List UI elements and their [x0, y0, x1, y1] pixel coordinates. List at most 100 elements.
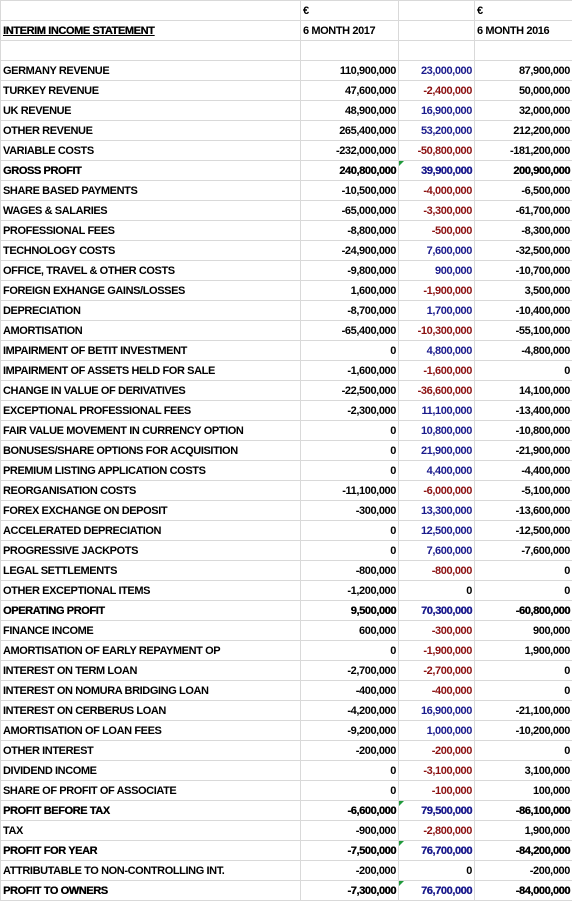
value-2017: 240,800,000	[300, 160, 399, 181]
statement-row: PROFESSIONAL FEES -8,800,000 -500,000 -8,30…	[0, 220, 572, 241]
value-2016: -5,100,000	[474, 480, 572, 501]
variance: 0	[398, 580, 475, 601]
row-label: VARIABLE COSTS	[0, 140, 301, 161]
value-2017: -2,700,000	[300, 660, 399, 681]
statement-row: WAGES & SALARIES -65,000,000 -3,300,000 -61…	[0, 200, 572, 221]
value-2017: 47,600,000	[300, 80, 399, 101]
variance: 16,900,000	[398, 100, 475, 121]
value-2016: 3,500,000	[474, 280, 572, 301]
cell	[398, 20, 475, 41]
header-row: INTERIM INCOME STATEMENT 6 MONTH 2017 6 …	[0, 20, 572, 41]
row-label: INTEREST ON NOMURA BRIDGING LOAN	[0, 680, 301, 701]
column-header: 6 MONTH 2017	[300, 20, 399, 41]
statement-row: DIVIDEND INCOME 0 -3,100,000 3,100,000	[0, 760, 572, 781]
value-2016: -6,500,000	[474, 180, 572, 201]
value-2017: 0	[300, 760, 399, 781]
row-label: FOREIGN EXHANGE GAINS/LOSSES	[0, 280, 301, 301]
statement-row: INTEREST ON TERM LOAN -2,700,000 -2,700,00…	[0, 660, 572, 681]
value-2016: -200,000	[474, 860, 572, 881]
statement-row: CHANGE IN VALUE OF DERIVATIVES -22,500,00…	[0, 380, 572, 401]
value-2017: -400,000	[300, 680, 399, 701]
statement-row: OTHER EXCEPTIONAL ITEMS -1,200,000 0 0	[0, 580, 572, 601]
value-2017: 0	[300, 520, 399, 541]
value-2017: 0	[300, 540, 399, 561]
value-2016: 0	[474, 360, 572, 381]
row-label: IMPAIRMENT OF ASSETS HELD FOR SALE	[0, 360, 301, 381]
value-2017: -11,100,000	[300, 480, 399, 501]
value-2016: 0	[474, 660, 572, 681]
statement-row: GROSS PROFIT 240,800,000 39,900,000 200,900…	[0, 160, 572, 181]
statement-row: FAIR VALUE MOVEMENT IN CURRENCY OPTION 0 1…	[0, 420, 572, 441]
variance: 16,900,000	[398, 700, 475, 721]
statement-row: GERMANY REVENUE 110,900,000 23,000,000 87,9…	[0, 60, 572, 81]
row-label: AMORTISATION	[0, 320, 301, 341]
row-label: OPERATING PROFIT	[0, 600, 301, 621]
value-2016: 14,100,000	[474, 380, 572, 401]
variance: -1,900,000	[398, 280, 475, 301]
value-2016: -61,700,000	[474, 200, 572, 221]
statement-row: IMPAIRMENT OF BETIT INVESTMENT 0 4,800,000…	[0, 340, 572, 361]
value-2017: 600,000	[300, 620, 399, 641]
statement-row: OPERATING PROFIT 9,500,000 70,300,000 -60,8…	[0, 600, 572, 621]
row-label: PREMIUM LISTING APPLICATION COSTS	[0, 460, 301, 481]
row-label: OTHER REVENUE	[0, 120, 301, 141]
variance: 7,600,000	[398, 240, 475, 261]
value-2016: 1,900,000	[474, 640, 572, 661]
value-2017: 0	[300, 460, 399, 481]
row-label: ACCELERATED DEPRECIATION	[0, 520, 301, 541]
statement-row: FINANCE INCOME 600,000 -300,000 900,000	[0, 620, 572, 641]
value-2017: -2,300,000	[300, 400, 399, 421]
statement-row: REORGANISATION COSTS -11,100,000 -6,000,00…	[0, 480, 572, 501]
statement-row: ATTRIBUTABLE TO NON-CONTROLLING INT. -200…	[0, 860, 572, 881]
statement-row: OFFICE, TRAVEL & OTHER COSTS -9,800,000 90…	[0, 260, 572, 281]
variance: 70,300,000	[398, 600, 475, 621]
statement-row: FOREIGN EXHANGE GAINS/LOSSES 1,600,000 -1,…	[0, 280, 572, 301]
row-label: REORGANISATION COSTS	[0, 480, 301, 501]
value-2017: -300,000	[300, 500, 399, 521]
value-2017: -6,600,000	[300, 800, 399, 821]
statement-row: VARIABLE COSTS -232,000,000 -50,800,000 -18…	[0, 140, 572, 161]
statement-row: BONUSES/SHARE OPTIONS FOR ACQUISITION 0 21…	[0, 440, 572, 461]
variance: 21,900,000	[398, 440, 475, 461]
value-2017: -1,200,000	[300, 580, 399, 601]
value-2016: 100,000	[474, 780, 572, 801]
variance: 76,700,000	[398, 880, 475, 901]
blank-row	[0, 40, 572, 61]
row-label: TECHNOLOGY COSTS	[0, 240, 301, 261]
row-label: OTHER EXCEPTIONAL ITEMS	[0, 580, 301, 601]
variance: -2,400,000	[398, 80, 475, 101]
variance: 12,500,000	[398, 520, 475, 541]
statement-row: LEGAL SETTLEMENTS -800,000 -800,000 0	[0, 560, 572, 581]
row-label: BONUSES/SHARE OPTIONS FOR ACQUISITION	[0, 440, 301, 461]
statement-row: INTEREST ON CERBERUS LOAN -4,200,000 16,90…	[0, 700, 572, 721]
variance: 23,000,000	[398, 60, 475, 81]
value-2016: 212,200,000	[474, 120, 572, 141]
currency: €	[474, 0, 572, 21]
value-2017: -900,000	[300, 820, 399, 841]
value-2017: 0	[300, 420, 399, 441]
variance: 76,700,000	[398, 840, 475, 861]
value-2017: -1,600,000	[300, 360, 399, 381]
row-label: PROFIT BEFORE TAX	[0, 800, 301, 821]
statement-row: FOREX EXCHANGE ON DEPOSIT -300,000 13,300,…	[0, 500, 572, 521]
value-2017: 1,600,000	[300, 280, 399, 301]
variance: 4,800,000	[398, 340, 475, 361]
row-label: WAGES & SALARIES	[0, 200, 301, 221]
statement-row: ACCELERATED DEPRECIATION 0 12,500,000 -12,5…	[0, 520, 572, 541]
value-2016: -21,900,000	[474, 440, 572, 461]
header-row: € €	[0, 0, 572, 21]
statement-row: SHARE OF PROFIT OF ASSOCIATE 0 -100,000 100…	[0, 780, 572, 801]
row-label: IMPAIRMENT OF BETIT INVESTMENT	[0, 340, 301, 361]
variance: 79,500,000	[398, 800, 475, 821]
row-label: EXCEPTIONAL PROFESSIONAL FEES	[0, 400, 301, 421]
value-2017: -8,800,000	[300, 220, 399, 241]
value-2016: -32,500,000	[474, 240, 572, 261]
value-2016: -60,800,000	[474, 600, 572, 621]
statement-row: PROGRESSIVE JACKPOTS 0 7,600,000 -7,600,000	[0, 540, 572, 561]
row-label: FINANCE INCOME	[0, 620, 301, 641]
row-label: INTEREST ON TERM LOAN	[0, 660, 301, 681]
variance: -10,300,000	[398, 320, 475, 341]
row-label: LEGAL SETTLEMENTS	[0, 560, 301, 581]
row-label: FOREX EXCHANGE ON DEPOSIT	[0, 500, 301, 521]
value-2016: 50,000,000	[474, 80, 572, 101]
